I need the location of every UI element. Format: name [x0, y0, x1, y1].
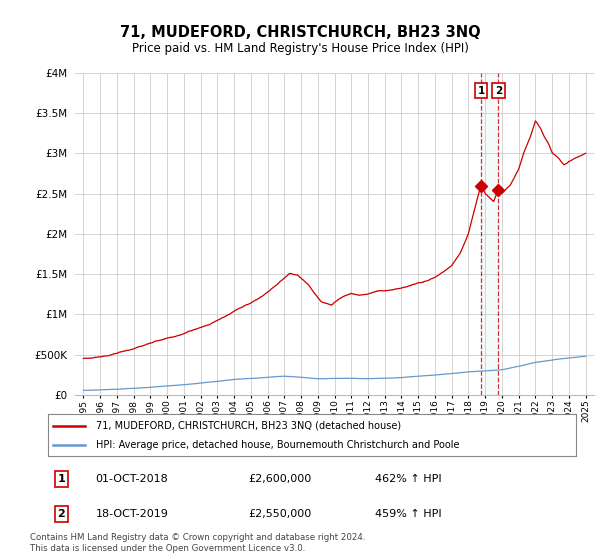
Bar — [481, 73, 499, 395]
Text: Contains HM Land Registry data © Crown copyright and database right 2024.
This d: Contains HM Land Registry data © Crown c… — [30, 533, 365, 553]
Text: 01-OCT-2018: 01-OCT-2018 — [95, 474, 168, 484]
Text: 1: 1 — [58, 474, 65, 484]
Text: 2: 2 — [495, 86, 502, 96]
Text: 18-OCT-2019: 18-OCT-2019 — [95, 509, 169, 519]
Text: Price paid vs. HM Land Registry's House Price Index (HPI): Price paid vs. HM Land Registry's House … — [131, 42, 469, 55]
Text: HPI: Average price, detached house, Bournemouth Christchurch and Poole: HPI: Average price, detached house, Bour… — [95, 440, 459, 450]
Text: £2,600,000: £2,600,000 — [248, 474, 312, 484]
Text: 459% ↑ HPI: 459% ↑ HPI — [376, 509, 442, 519]
Text: 462% ↑ HPI: 462% ↑ HPI — [376, 474, 442, 484]
Text: 2: 2 — [58, 509, 65, 519]
Text: £2,550,000: £2,550,000 — [248, 509, 312, 519]
Text: 71, MUDEFORD, CHRISTCHURCH, BH23 3NQ: 71, MUDEFORD, CHRISTCHURCH, BH23 3NQ — [119, 25, 481, 40]
Text: 1: 1 — [478, 86, 485, 96]
Text: 71, MUDEFORD, CHRISTCHURCH, BH23 3NQ (detached house): 71, MUDEFORD, CHRISTCHURCH, BH23 3NQ (de… — [95, 421, 401, 431]
